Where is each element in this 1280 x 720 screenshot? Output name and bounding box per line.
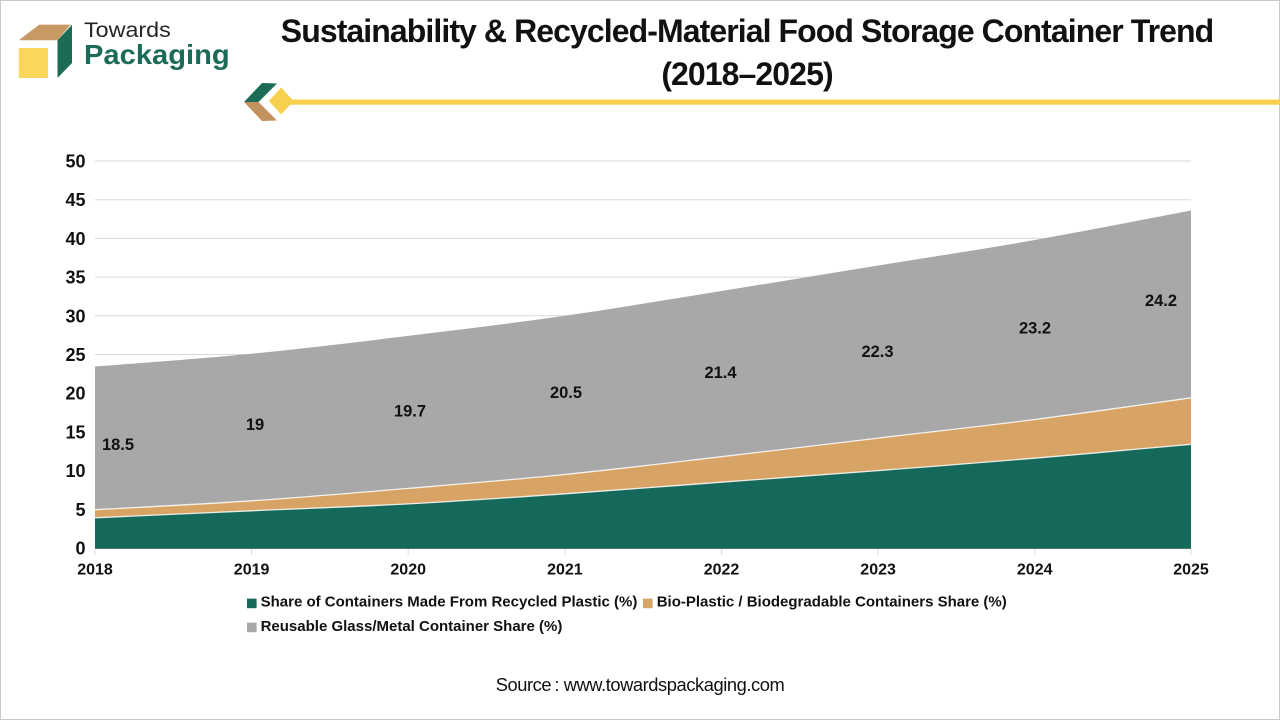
svg-text:2022: 2022 [704, 562, 740, 579]
svg-text:15: 15 [65, 422, 85, 442]
svg-text:2020: 2020 [390, 562, 426, 579]
svg-text:2024: 2024 [1017, 562, 1053, 579]
svg-text:45: 45 [65, 190, 85, 210]
svg-text:23.2: 23.2 [1019, 320, 1051, 338]
svg-text:30: 30 [65, 306, 85, 326]
svg-text:Source : www.towardspackaging.: Source : www.towardspackaging.com [496, 674, 785, 695]
svg-text:2019: 2019 [234, 562, 270, 579]
svg-text:21.4: 21.4 [704, 364, 737, 382]
svg-text:18.5: 18.5 [102, 436, 134, 454]
svg-text:50: 50 [65, 152, 85, 172]
svg-text:2023: 2023 [860, 562, 896, 579]
svg-text:2025: 2025 [1173, 562, 1209, 579]
svg-text:Bio-Plastic / Biodegradable Co: Bio-Plastic / Biodegradable Containers S… [657, 594, 1007, 611]
svg-text:5: 5 [75, 500, 85, 520]
svg-text:20: 20 [65, 384, 85, 404]
svg-text:Reusable Glass/Metal Container: Reusable Glass/Metal Container Share (%) [261, 618, 563, 635]
svg-text:10: 10 [65, 461, 85, 481]
svg-text:2018: 2018 [77, 562, 113, 579]
svg-text:19.7: 19.7 [394, 403, 426, 421]
svg-text:24.2: 24.2 [1145, 292, 1177, 310]
svg-text:25: 25 [65, 345, 85, 365]
svg-text:2021: 2021 [547, 562, 583, 579]
svg-text:40: 40 [65, 229, 85, 249]
svg-text:20.5: 20.5 [550, 384, 582, 402]
svg-text:19: 19 [246, 416, 264, 434]
svg-text:22.3: 22.3 [861, 343, 893, 361]
svg-text:0: 0 [75, 539, 85, 559]
svg-text:35: 35 [65, 268, 85, 288]
svg-text:Share of Containers Made From: Share of Containers Made From Recycled P… [261, 594, 638, 611]
